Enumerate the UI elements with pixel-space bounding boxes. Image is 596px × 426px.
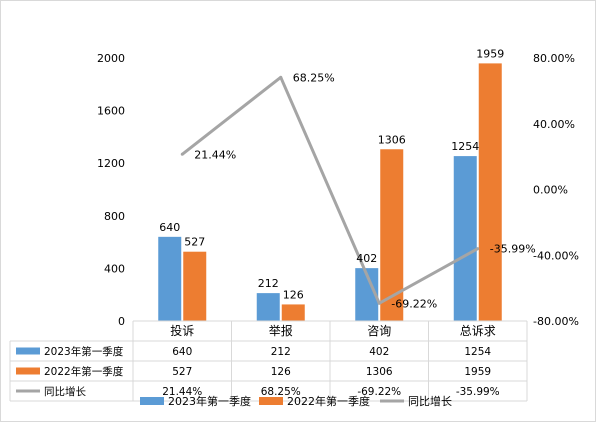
category-label: 咨询 (367, 323, 391, 338)
bar (478, 63, 502, 321)
line-point (377, 301, 381, 305)
table-legend-key (16, 367, 40, 375)
legend-key (140, 397, 164, 405)
y-right-tick-label: 0.00% (533, 184, 568, 197)
legend: 2023年第一季度 2022年第一季度 同比增长 (140, 394, 452, 408)
table-cell: 1306 (366, 366, 393, 378)
table-cell: -69.22% (357, 386, 401, 398)
bar (355, 268, 379, 321)
table-cell: 212 (271, 346, 291, 358)
axes: 0 400 800 1200 1600 2000 -80.00% -40.00% 0.00% 40… (97, 52, 579, 328)
table-cell: 1254 (464, 346, 491, 358)
bar (453, 156, 477, 321)
y-left-tick-label: 400 (104, 262, 125, 275)
bar-data-label: 527 (184, 236, 205, 249)
y-left-tick-label: 1200 (97, 157, 125, 170)
y-left-tick-label: 0 (118, 315, 125, 328)
table-row-label: 2023年第一季度 (44, 345, 124, 358)
legend-key (259, 397, 283, 405)
category-label: 投诉 (170, 323, 194, 338)
y-right-tick-label: -80.00% (533, 315, 579, 328)
table-row-label: 同比增长 (44, 385, 86, 398)
table-row-label: 2022年第一季度 (44, 365, 124, 378)
line-series-path (181, 75, 479, 305)
y-left-tick-label: 800 (104, 210, 125, 223)
bar-data-label: 126 (283, 288, 304, 301)
bar-data-label: 1254 (451, 140, 479, 153)
table-cell: 21.44% (162, 386, 202, 398)
bar (183, 251, 207, 321)
table-cell: 126 (271, 366, 291, 378)
y-right-tick-label: 80.00% (533, 52, 575, 65)
bar (158, 236, 182, 321)
bar-data-label: 1306 (378, 133, 406, 146)
line-data-label: -69.22% (391, 297, 437, 310)
legend-label: 2023年第一季度 (168, 394, 251, 408)
data-table: 投诉 举报 咨询 总诉求 2023年第一季度 640 212 402 1254 2022年第一季度… (9, 320, 528, 402)
category-label: 举报 (269, 323, 293, 338)
legend-label: 2022年第一季度 (287, 394, 370, 408)
table-cell: -35.99% (456, 386, 500, 398)
bar-data-label: 402 (356, 252, 377, 265)
y-right-tick-label: -40.00% (533, 249, 579, 262)
line-point (180, 152, 184, 156)
line-point (476, 247, 480, 251)
table-cell: 68.25% (261, 386, 301, 398)
bar-data-label: 212 (258, 277, 279, 290)
category-label: 总诉求 (460, 324, 496, 338)
bar (380, 149, 404, 321)
y-right-tick-label: 40.00% (533, 118, 575, 131)
bar-data-label: 640 (159, 221, 180, 234)
legend-label: 同比增长 (408, 394, 452, 408)
line-point (279, 75, 283, 79)
bars (158, 63, 502, 321)
bar-data-label: 1959 (476, 47, 504, 60)
line-data-label: 68.25% (293, 71, 335, 84)
data-labels: 640 212 402 1254 527 126 1306 1959 21.44% 68.25% -… (159, 47, 535, 310)
line-data-label: 21.44% (194, 148, 236, 161)
table-cell: 402 (369, 346, 389, 358)
y-left-tick-label: 1600 (97, 105, 125, 118)
table-cell: 1959 (464, 366, 491, 378)
bar (256, 293, 280, 321)
table-legend-key (16, 347, 40, 355)
line-series (180, 75, 480, 305)
bar (281, 304, 305, 321)
table-cell: 527 (172, 366, 192, 378)
line-data-label: -35.99% (490, 243, 536, 256)
y-left-tick-label: 2000 (97, 52, 125, 65)
table-cell: 640 (172, 346, 192, 358)
